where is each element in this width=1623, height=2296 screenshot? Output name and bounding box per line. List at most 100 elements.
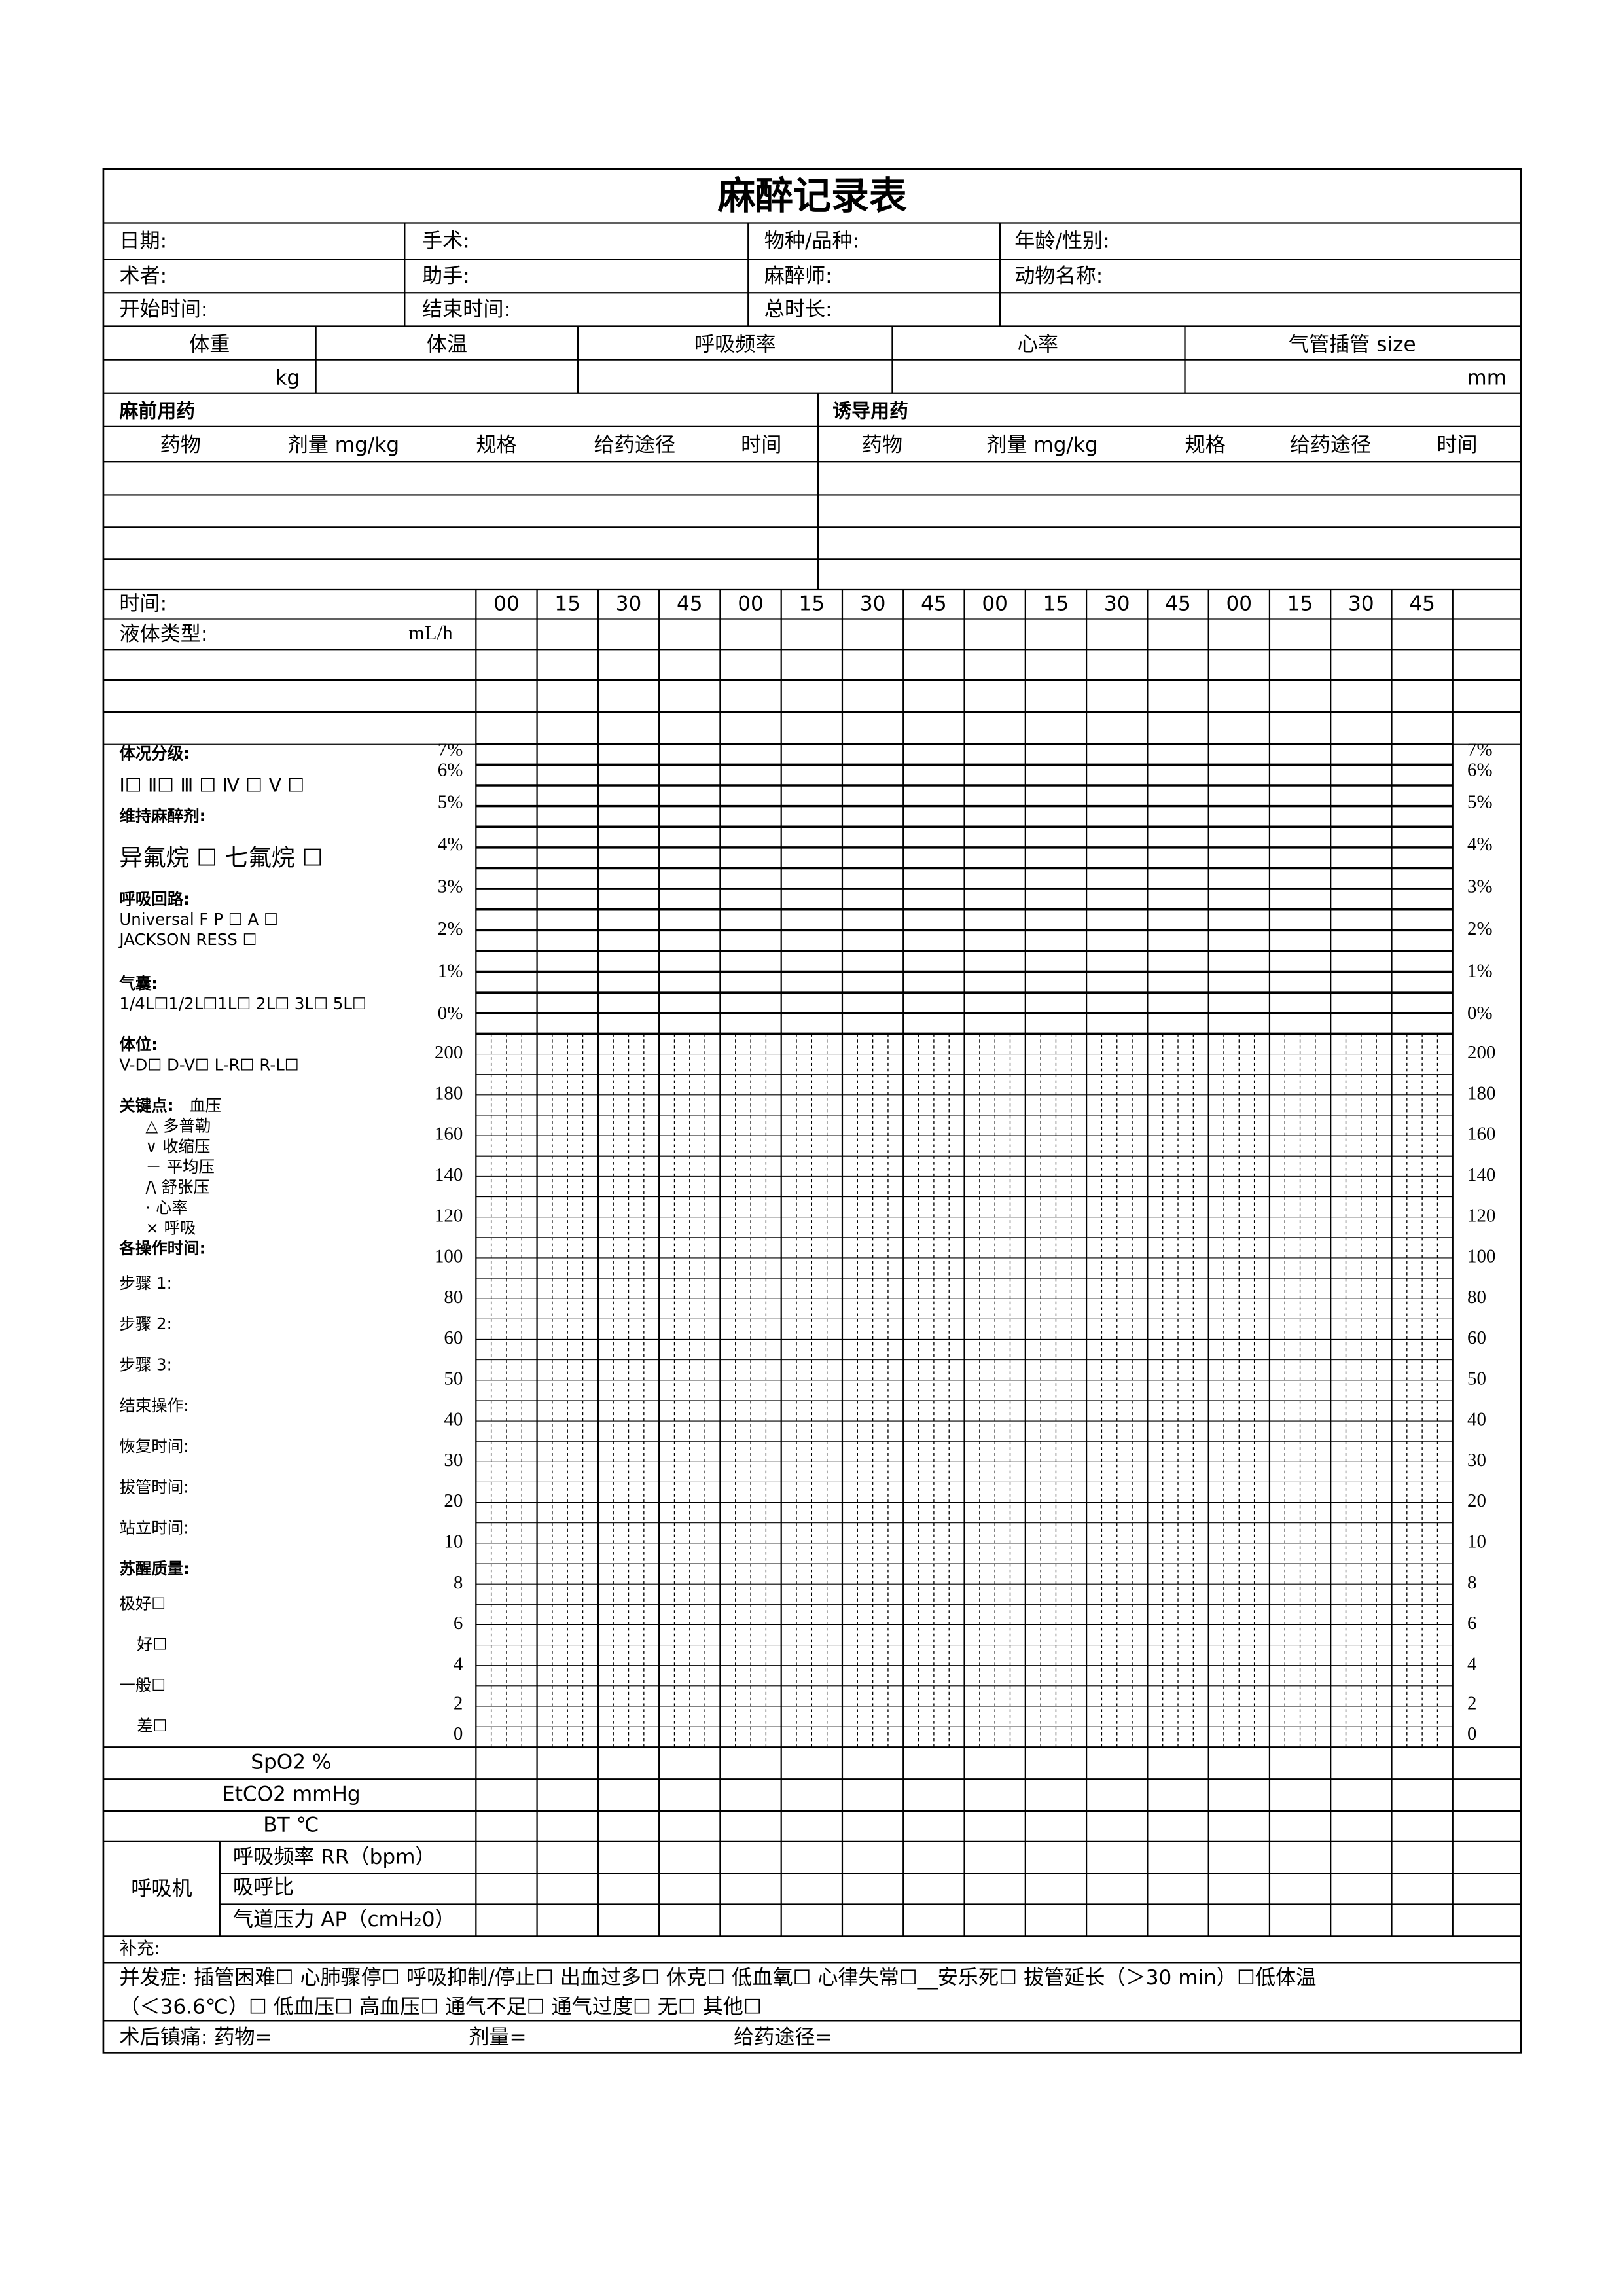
time-tick: 00 bbox=[982, 592, 1008, 615]
gas-scale-left: 1% bbox=[438, 961, 463, 982]
gas-scale-left: 5% bbox=[438, 792, 463, 813]
vital-scale-left: 200 bbox=[435, 1042, 463, 1063]
vital-scale-right: 10 bbox=[1467, 1532, 1486, 1552]
ventilator-row: 气道压力 AP（cmH₂0） bbox=[233, 1908, 455, 1931]
panel-text: 步骤 2: bbox=[119, 1314, 171, 1333]
time-tick: 45 bbox=[1165, 592, 1191, 615]
form-title: 麻醉记录表 bbox=[718, 173, 907, 218]
panel-text: 呼吸回路: bbox=[119, 889, 190, 908]
measure-header: 心率 bbox=[1018, 332, 1058, 356]
section-title: 诱导用药 bbox=[832, 400, 908, 422]
vital-scale-right: 0 bbox=[1467, 1723, 1476, 1744]
ventilator-label: 呼吸机 bbox=[131, 1877, 192, 1901]
info-label: 年龄/性别: bbox=[1014, 229, 1109, 253]
info-label: 动物名称: bbox=[1014, 264, 1103, 288]
column-header: 时间 bbox=[1436, 433, 1477, 457]
time-tick: 45 bbox=[921, 592, 947, 615]
info-label: 物种/品种: bbox=[764, 229, 859, 253]
panel-text: 步骤 1: bbox=[119, 1274, 171, 1293]
unit-label: kg bbox=[275, 367, 300, 390]
vital-scale-left: 2 bbox=[454, 1693, 463, 1713]
info-label: 麻醉师: bbox=[764, 264, 832, 288]
panel-text: 1/4L☐1/2L☐1L☐ 2L☐ 3L☐ 5L☐ bbox=[119, 994, 366, 1013]
vital-scale-right: 8 bbox=[1467, 1572, 1476, 1593]
panel-text: － 平均压 bbox=[145, 1157, 215, 1176]
vital-scale-right: 200 bbox=[1467, 1042, 1495, 1063]
gas-scale-left: 2% bbox=[438, 918, 463, 939]
vital-scale-right: 100 bbox=[1467, 1246, 1495, 1267]
column-header: 剂量 mg/kg bbox=[986, 433, 1098, 457]
vital-scale-left: 100 bbox=[435, 1246, 463, 1267]
vital-scale-left: 60 bbox=[444, 1327, 463, 1348]
vital-scale-right: 80 bbox=[1467, 1287, 1486, 1308]
info-label: 结束时间: bbox=[422, 298, 510, 321]
panel-text: 苏醒质量: bbox=[119, 1559, 190, 1578]
monitor-label: EtCO2 mmHg bbox=[222, 1783, 361, 1806]
time-tick: 00 bbox=[1226, 592, 1252, 615]
info-label: 总时长: bbox=[764, 298, 832, 321]
vital-scale-left: 140 bbox=[435, 1164, 463, 1185]
vital-scale-right: 50 bbox=[1467, 1368, 1486, 1389]
panel-text: · 心率 bbox=[145, 1198, 187, 1217]
time-tick: 30 bbox=[1348, 592, 1374, 615]
fluid-label: 液体类型: bbox=[119, 622, 207, 646]
panel-text: 血压 bbox=[189, 1096, 221, 1115]
panel-text: 各操作时间: bbox=[118, 1239, 205, 1258]
ventilator-row: 吸呼比 bbox=[233, 1876, 294, 1899]
panel-text: 体位: bbox=[119, 1035, 158, 1054]
gas-scale-right: 6% bbox=[1467, 760, 1493, 781]
column-header: 时间 bbox=[741, 433, 781, 457]
column-header: 给药途径 bbox=[1290, 433, 1372, 457]
complications-text: 并发症: 插管困难☐ 心肺骤停☐ 呼吸抑制/停止☐ 出血过多☐ 休克☐ 低血氧☐… bbox=[119, 1966, 1316, 1990]
vital-scale-right: 160 bbox=[1467, 1124, 1495, 1145]
panel-text: 一般☐ bbox=[119, 1676, 166, 1695]
analgesia-text: 剂量= bbox=[469, 2026, 526, 2049]
column-header: 药物 bbox=[862, 433, 902, 457]
panel-text: 极好☐ bbox=[119, 1594, 166, 1613]
panel-text: Universal F P ☐ A ☐ bbox=[119, 910, 278, 929]
panel-text: × 呼吸 bbox=[145, 1218, 196, 1237]
measure-header: 体温 bbox=[427, 332, 467, 356]
panel-text: 结束操作: bbox=[119, 1396, 188, 1415]
panel-text: 体况分级: bbox=[119, 744, 190, 762]
vital-scale-left: 120 bbox=[435, 1205, 463, 1226]
gas-scale-left: 4% bbox=[438, 834, 463, 855]
measure-header: 呼吸频率 bbox=[694, 332, 776, 356]
info-label: 手术: bbox=[422, 229, 470, 253]
time-tick: 30 bbox=[860, 592, 886, 615]
panel-text: JACKSON RESS ☐ bbox=[118, 930, 257, 949]
time-label: 时间: bbox=[119, 592, 167, 615]
supplement-label: 补充: bbox=[119, 1939, 160, 1959]
panel-text: 站立时间: bbox=[119, 1518, 188, 1537]
monitor-label: SpO2 % bbox=[251, 1751, 331, 1774]
panel-text: V-D☐ D-V☐ L-R☐ R-L☐ bbox=[119, 1055, 298, 1074]
time-tick: 45 bbox=[677, 592, 703, 615]
time-tick: 45 bbox=[1409, 592, 1435, 615]
column-header: 规格 bbox=[476, 433, 516, 457]
panel-text: Ⅰ☐ Ⅱ☐ Ⅲ ☐ Ⅳ ☐ Ⅴ ☐ bbox=[119, 774, 304, 796]
panel-text: 异氟烷 ☐ 七氟烷 ☐ bbox=[119, 844, 323, 871]
vital-scale-right: 20 bbox=[1467, 1490, 1486, 1511]
vital-scale-left: 50 bbox=[444, 1368, 463, 1389]
panel-text: 步骤 3: bbox=[119, 1355, 171, 1374]
vital-scale-left: 30 bbox=[444, 1450, 463, 1471]
vital-scale-left: 40 bbox=[444, 1409, 463, 1430]
gas-scale-left: 7% bbox=[438, 740, 463, 761]
gas-scale-right: 0% bbox=[1467, 1003, 1493, 1024]
panel-text: 好☐ bbox=[137, 1635, 167, 1654]
panel-text: 关键点: bbox=[119, 1096, 173, 1115]
info-label: 开始时间: bbox=[119, 298, 207, 321]
vital-scale-right: 40 bbox=[1467, 1409, 1486, 1430]
vital-scale-left: 0 bbox=[454, 1723, 463, 1744]
complications-text: （＜36.6℃）☐ 低血压☐ 高血压☐ 通气不足☐ 通气过度☐ 无☐ 其他☐ bbox=[119, 1995, 761, 2018]
vital-scale-left: 180 bbox=[435, 1083, 463, 1103]
time-tick: 15 bbox=[799, 592, 825, 615]
fluid-unit: mL/h bbox=[408, 621, 453, 644]
vital-scale-left: 6 bbox=[454, 1613, 463, 1634]
time-tick: 00 bbox=[493, 592, 520, 615]
vital-scale-right: 2 bbox=[1467, 1693, 1476, 1713]
measure-header: 气管插管 size bbox=[1289, 332, 1416, 356]
gas-scale-right: 2% bbox=[1467, 918, 1493, 939]
vital-scale-left: 20 bbox=[444, 1490, 463, 1511]
gas-scale-left: 6% bbox=[438, 760, 463, 781]
